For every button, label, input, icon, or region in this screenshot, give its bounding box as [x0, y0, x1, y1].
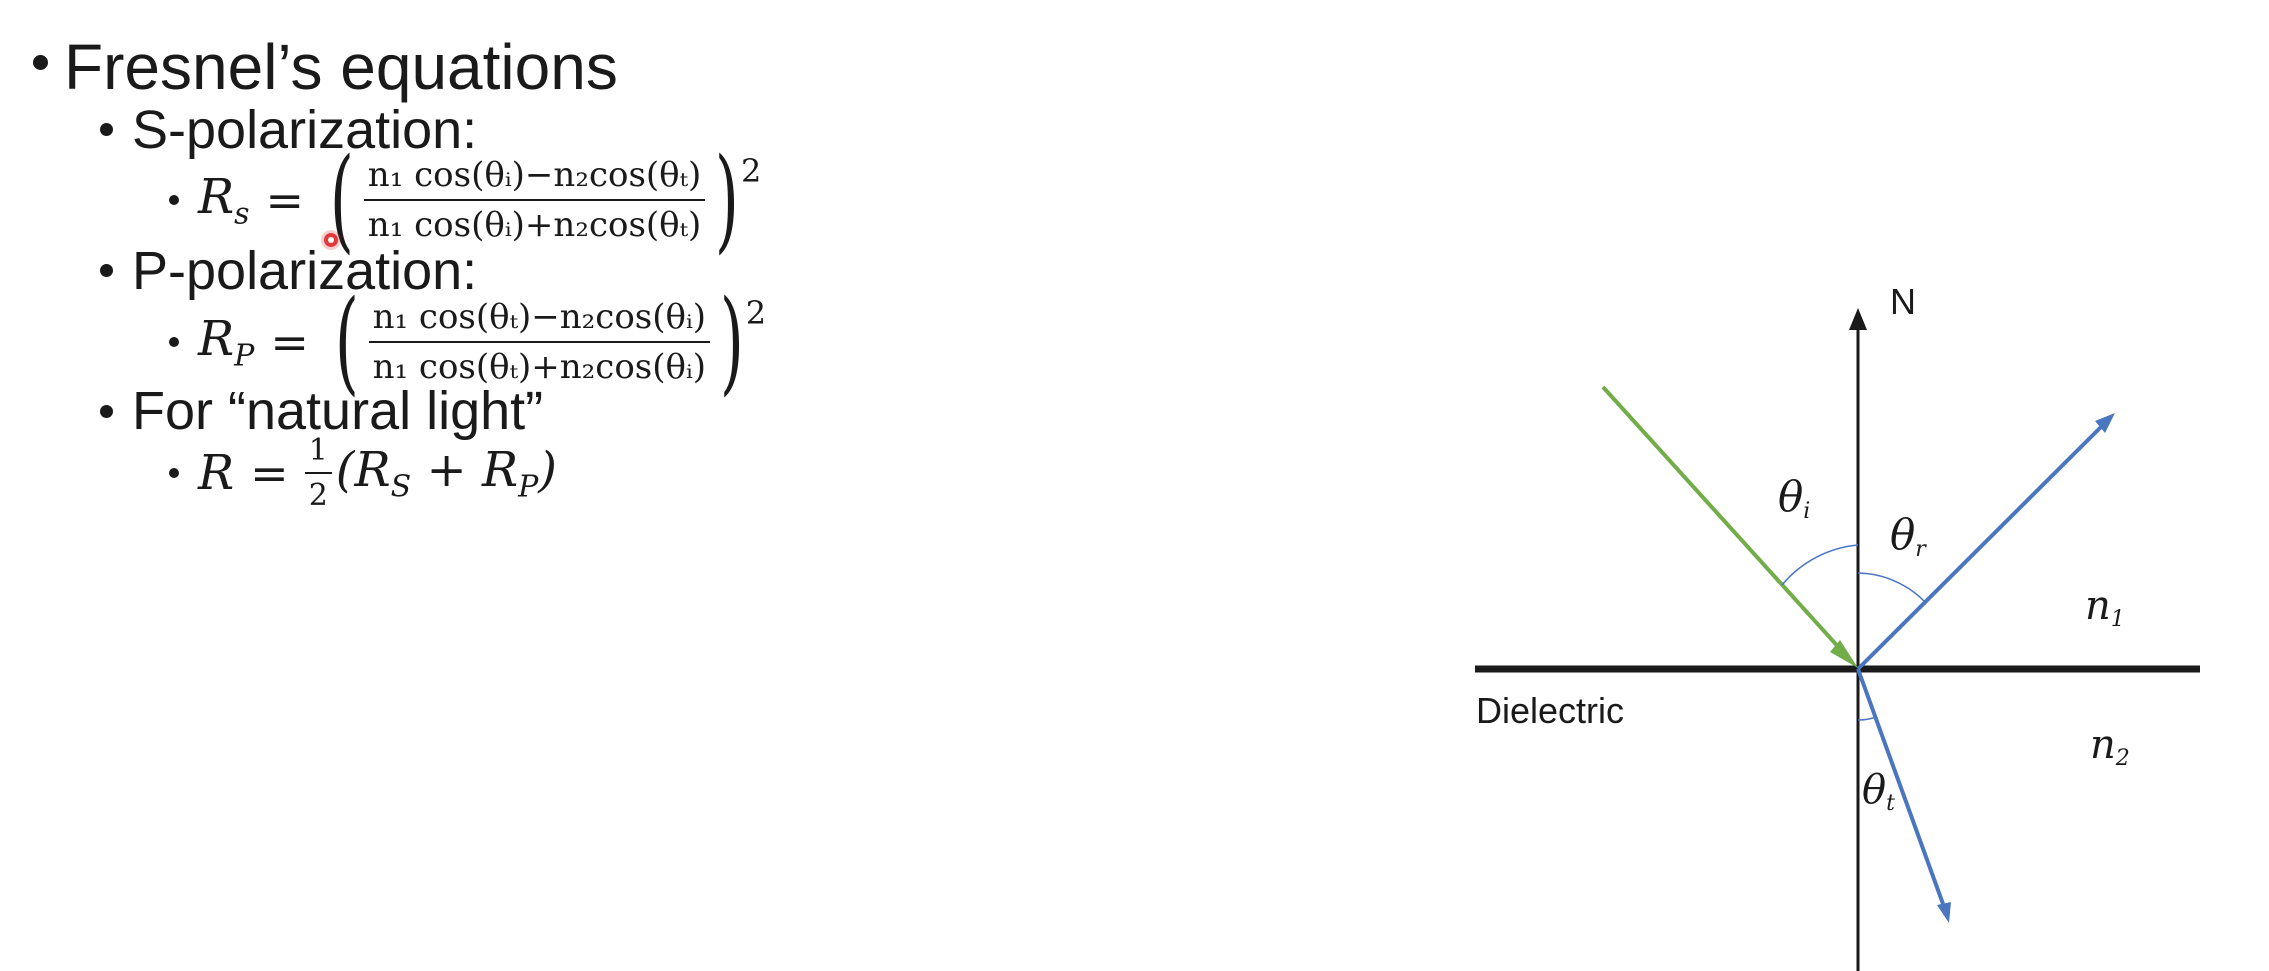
n2-label: n2 — [2090, 722, 2130, 771]
arc-theta-r — [1857, 572, 1926, 603]
arc-theta-t — [1857, 716, 1877, 721]
theta-r-label: θr — [1890, 510, 1926, 562]
n1-label: n1 — [2085, 583, 2125, 632]
reflected-arrowhead — [2095, 413, 2115, 433]
half-numerator: 1 — [308, 433, 328, 468]
pointer-cursor — [324, 233, 338, 247]
natural-light-label: For “natural light” — [132, 381, 544, 441]
rs-denominator: n₁ cos(θᵢ)+n₂cos(θₜ) — [367, 205, 702, 245]
theta-t-label: θt — [1862, 767, 1895, 816]
title-fresnels-equations: Fresnel’s equations — [64, 31, 618, 103]
rp-denominator: n₁ cos(θₜ)+n₂cos(θᵢ) — [372, 347, 707, 387]
incident-ray — [1601, 385, 1854, 664]
bullet-rs — [169, 195, 179, 205]
rs-exponent: 2 — [741, 152, 762, 190]
equation-rs: Rs = ( n₁ cos(θᵢ)−n₂cos(θₜ) n₁ cos(θᵢ)+n… — [198, 135, 762, 265]
equation-r: R = 1 2 (RS + RP) — [198, 433, 558, 513]
equation-rp: RP = ( n₁ cos(θₜ)−n₂cos(θᵢ) n₁ cos(θₜ)+n… — [198, 277, 767, 407]
bullet-rp — [169, 337, 179, 347]
normal-label: N — [1890, 281, 1916, 322]
bullet-p-polarization — [100, 264, 113, 277]
normal-arrowhead — [1849, 308, 1867, 330]
bullet-s-polarization — [100, 123, 113, 136]
incident-arrowhead — [1830, 640, 1858, 668]
rs-numerator: n₁ cos(θᵢ)−n₂cos(θₜ) — [367, 155, 702, 195]
arc-theta-i — [1781, 544, 1859, 586]
half-denominator: 2 — [308, 478, 328, 513]
rp-numerator: n₁ cos(θₜ)−n₂cos(θᵢ) — [372, 297, 707, 337]
bullet-title — [33, 55, 48, 70]
theta-i-label: θi — [1778, 472, 1811, 524]
bullet-natural-light — [100, 405, 113, 418]
bullet-r — [169, 468, 179, 478]
rp-exponent: 2 — [745, 294, 767, 332]
refracted-arrowhead — [1937, 902, 1951, 923]
dielectric-label: Dielectric — [1476, 690, 1625, 731]
p-polarization-label: P-polarization: — [132, 241, 478, 301]
s-polarization-label: S-polarization: — [132, 100, 478, 160]
